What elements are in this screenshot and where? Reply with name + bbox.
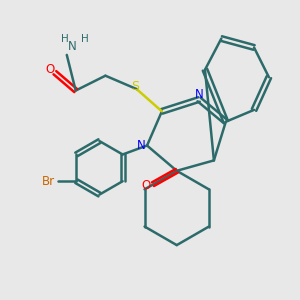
Text: N: N bbox=[137, 139, 146, 152]
Text: N: N bbox=[195, 88, 203, 100]
Text: O: O bbox=[141, 179, 150, 192]
Text: Br: Br bbox=[41, 175, 55, 188]
Text: H: H bbox=[61, 34, 69, 44]
Text: O: O bbox=[46, 63, 55, 76]
Text: N: N bbox=[68, 40, 76, 53]
Text: H: H bbox=[81, 34, 89, 44]
Text: S: S bbox=[131, 80, 139, 93]
